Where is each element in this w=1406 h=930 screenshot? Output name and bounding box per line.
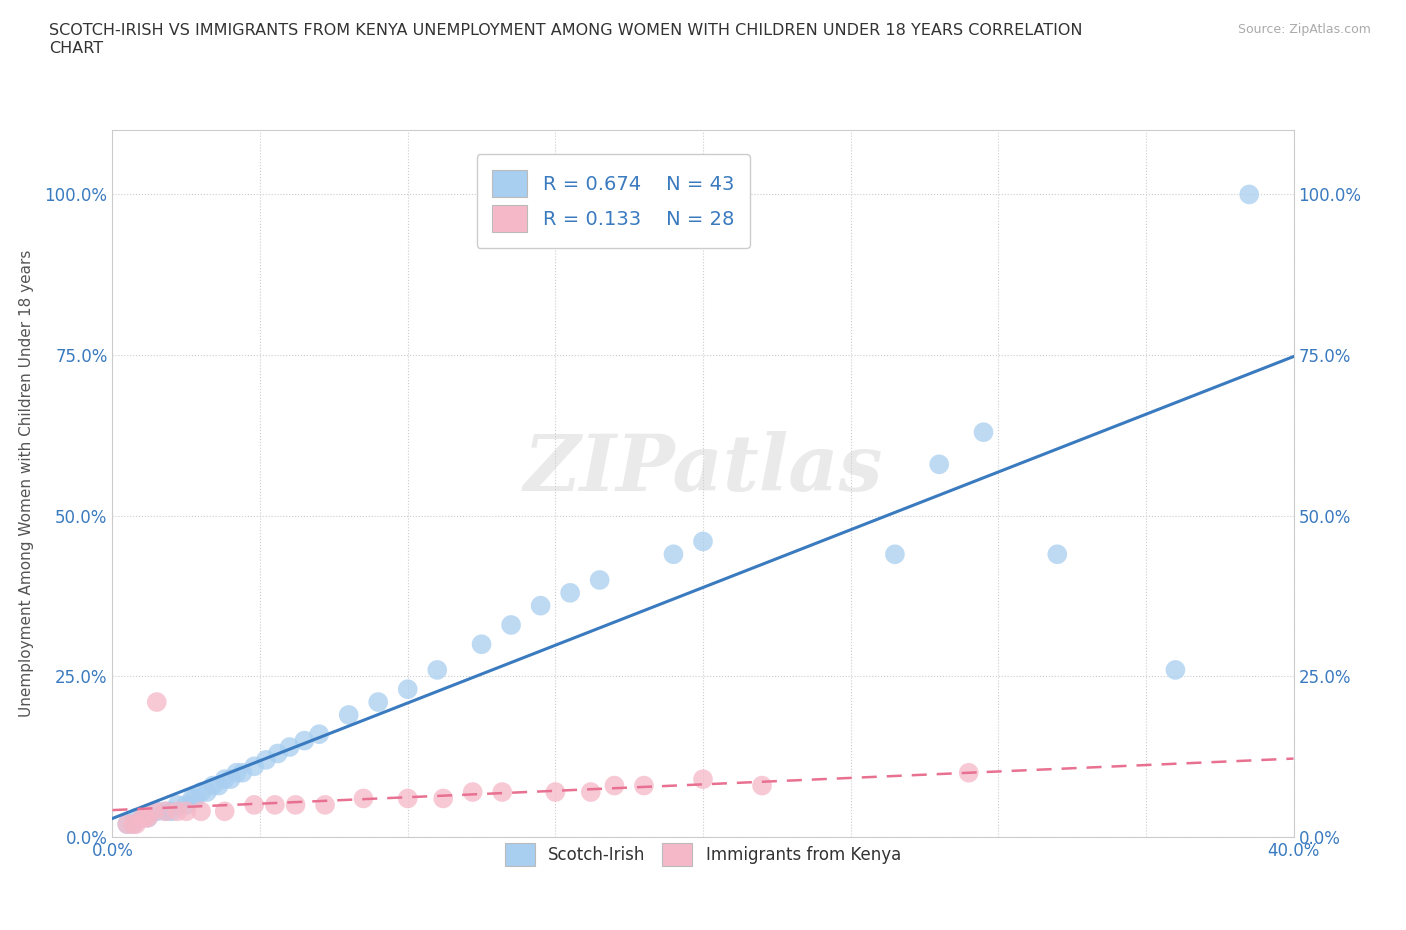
Point	[190, 804, 212, 818]
Point	[314, 797, 336, 812]
Point	[214, 804, 236, 818]
Y-axis label: Unemployment Among Women with Children Under 18 years: Unemployment Among Women with Children U…	[18, 250, 34, 717]
Point	[603, 778, 626, 793]
Point	[131, 810, 153, 825]
Point	[174, 797, 197, 812]
Point	[125, 810, 148, 825]
Text: ZIPatlas: ZIPatlas	[523, 432, 883, 508]
Point	[662, 547, 685, 562]
Point	[117, 817, 138, 831]
Point	[396, 682, 419, 697]
Point	[195, 785, 218, 800]
Point	[284, 797, 307, 812]
Point	[201, 778, 224, 793]
Point	[117, 817, 138, 831]
Point	[122, 817, 145, 831]
Point	[491, 785, 513, 800]
Point	[267, 746, 290, 761]
Point	[308, 726, 330, 741]
Point	[426, 662, 449, 677]
Point	[396, 791, 419, 806]
Point	[243, 797, 266, 812]
Point	[146, 695, 169, 710]
Point	[125, 817, 148, 831]
Text: Source: ZipAtlas.com: Source: ZipAtlas.com	[1237, 23, 1371, 36]
Point	[544, 785, 567, 800]
Point	[142, 804, 165, 818]
Point	[1239, 187, 1261, 202]
Point	[278, 739, 301, 754]
Point	[190, 785, 212, 800]
Point	[558, 585, 582, 600]
Point	[155, 804, 177, 818]
Point	[184, 791, 207, 806]
Point	[692, 534, 714, 549]
Point	[264, 797, 287, 812]
Point	[136, 810, 159, 825]
Point	[166, 797, 188, 812]
Point	[243, 759, 266, 774]
Point	[292, 733, 315, 748]
Point	[352, 791, 374, 806]
Point	[470, 637, 494, 652]
Point	[160, 804, 183, 818]
Point	[633, 778, 655, 793]
Text: SCOTCH-IRISH VS IMMIGRANTS FROM KENYA UNEMPLOYMENT AMONG WOMEN WITH CHILDREN UND: SCOTCH-IRISH VS IMMIGRANTS FROM KENYA UN…	[49, 23, 1083, 56]
Point	[231, 765, 253, 780]
Point	[1164, 662, 1187, 677]
Point	[136, 810, 159, 825]
Point	[928, 457, 950, 472]
Point	[432, 791, 454, 806]
Point	[367, 695, 389, 710]
Legend: Scotch-Irish, Immigrants from Kenya: Scotch-Irish, Immigrants from Kenya	[496, 834, 910, 874]
Point	[219, 772, 242, 787]
Point	[579, 785, 602, 800]
Point	[692, 772, 714, 787]
Point	[166, 804, 188, 818]
Point	[529, 598, 551, 613]
Point	[174, 804, 197, 818]
Point	[884, 547, 907, 562]
Point	[181, 791, 204, 806]
Point	[155, 804, 177, 818]
Point	[122, 817, 145, 831]
Point	[461, 785, 484, 800]
Point	[751, 778, 773, 793]
Point	[588, 573, 610, 588]
Point	[225, 765, 247, 780]
Point	[134, 810, 156, 825]
Point	[501, 618, 523, 632]
Point	[208, 778, 231, 793]
Point	[254, 752, 277, 767]
Point	[1046, 547, 1069, 562]
Point	[146, 804, 169, 818]
Point	[131, 810, 153, 825]
Point	[957, 765, 980, 780]
Point	[214, 772, 236, 787]
Point	[337, 708, 360, 723]
Point	[973, 425, 995, 440]
